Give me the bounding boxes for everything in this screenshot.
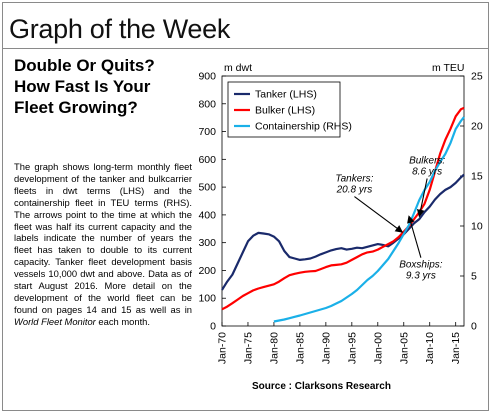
y-left-tick-label: 800 (198, 98, 216, 110)
x-tick-label: Jan-90 (320, 332, 332, 364)
annotation-label: 9.3 yrs (406, 271, 436, 282)
legend-entry: Containership (RHS) (255, 121, 352, 133)
source-note: Source : Clarksons Research (252, 381, 391, 392)
article-body: The graph shows long-term monthly fleet … (14, 161, 192, 328)
legend-entry: Bulker (LHS) (255, 105, 315, 117)
y-right-tick-label: 10 (471, 221, 483, 233)
publication-title: World Fleet Monitor (14, 315, 96, 327)
x-tick-label: Jan-10 (424, 332, 436, 364)
y-left-tick-label: 600 (198, 154, 216, 166)
y-left-tick-label: 400 (198, 209, 216, 221)
x-tick-label: Jan-85 (294, 332, 306, 364)
series-line-containership (273, 116, 465, 323)
article-headline: Double Or Quits? How Fast Is Your Fleet … (14, 55, 194, 118)
y-left-tick-label: 200 (198, 265, 216, 277)
series-line-tanker (221, 173, 465, 291)
y-right-axis-label: m TEU (432, 62, 464, 74)
annotation-label: Tankers: (335, 174, 373, 185)
x-tick-label: Jan-70 (217, 332, 229, 364)
y-left-tick-label: 500 (198, 182, 216, 194)
annotation-label: 20.8 yrs (336, 185, 373, 196)
graphic-frame (2, 2, 489, 411)
x-tick-label: Jan-95 (346, 332, 358, 364)
headline-line-3: Fleet Growing? (14, 98, 138, 117)
body-text-end: each month. (95, 315, 150, 327)
body-text-main: The graph shows long-term monthly fleet … (14, 161, 192, 315)
banner-divider (3, 48, 489, 49)
y-right-tick-label: 0 (471, 321, 477, 333)
annotation-label: Boxships: (399, 260, 443, 271)
y-left-tick-label: 100 (198, 293, 216, 305)
annotation-arrow (354, 196, 404, 233)
annotation-arrow (416, 178, 428, 218)
x-tick-label: Jan-05 (398, 332, 410, 364)
plot-area-border (221, 75, 465, 327)
x-tick-label: Jan-15 (450, 332, 462, 364)
y-right-tick-label: 20 (471, 121, 483, 133)
x-tick-label: Jan-80 (268, 332, 280, 364)
headline-line-1: Double Or Quits? (14, 56, 155, 75)
y-left-axis-label: m dwt (224, 62, 252, 74)
x-tick-label: Jan-00 (372, 332, 384, 364)
annotation-label: Bulkers: (409, 156, 445, 167)
y-right-tick-label: 15 (471, 171, 483, 183)
y-left-tick-label: 900 (198, 71, 216, 83)
annotation-arrow (407, 215, 422, 258)
y-right-tick-label: 5 (471, 271, 477, 283)
series-line-bulker (221, 106, 465, 311)
y-left-tick-label: 300 (198, 237, 216, 249)
banner-title: Graph of the Week (9, 14, 231, 44)
y-right-tick-label: 25 (471, 71, 483, 83)
annotation-label: 8.6 yrs (412, 167, 442, 178)
legend-entry: Tanker (LHS) (255, 89, 317, 101)
x-tick-label: Jan-75 (242, 332, 254, 364)
y-left-tick-label: 700 (198, 126, 216, 138)
y-left-tick-label: 0 (210, 321, 216, 333)
headline-line-2: How Fast Is Your (14, 77, 151, 96)
